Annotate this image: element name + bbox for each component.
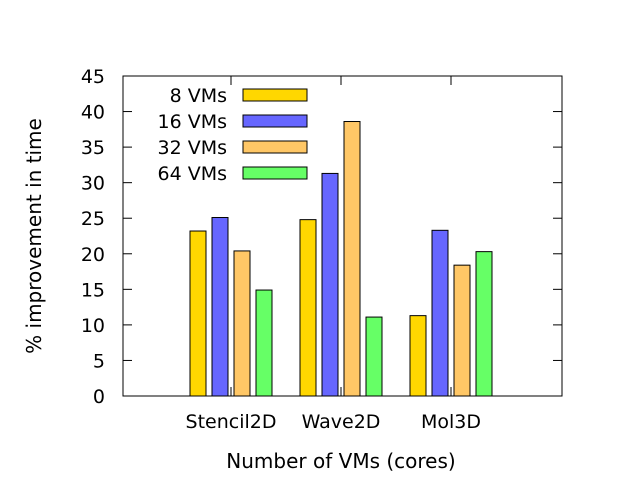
legend-label-32-vms: 32 VMs xyxy=(157,137,227,159)
bar-mol3d-16-vms xyxy=(431,229,449,397)
y-tick-label: 35 xyxy=(81,137,105,159)
legend-label-8-vms: 8 VMs xyxy=(170,85,227,107)
bar-stencil2d-16-vms xyxy=(211,217,229,397)
bar-wave2d-16-vms xyxy=(321,172,339,397)
y-tick-label: 25 xyxy=(81,208,105,230)
bar-wave2d-8-vms xyxy=(299,219,317,397)
legend-swatch-64-vms xyxy=(242,166,308,180)
legend-label-64-vms: 64 VMs xyxy=(157,163,227,185)
x-tick-label: Wave2D xyxy=(302,411,381,433)
bar-stencil2d-8-vms xyxy=(189,230,207,397)
legend-label-16-vms: 16 VMs xyxy=(157,111,227,133)
bar-stencil2d-32-vms xyxy=(233,250,251,397)
y-tick-label: 30 xyxy=(81,173,105,195)
y-tick-label: 20 xyxy=(81,244,105,266)
legend-swatch-8-vms xyxy=(242,88,308,102)
bar-mol3d-8-vms xyxy=(409,315,427,397)
plot-frame xyxy=(122,75,563,397)
bar-mol3d-32-vms xyxy=(453,264,471,397)
bar-wave2d-32-vms xyxy=(343,121,361,397)
y-tick-label: 0 xyxy=(93,386,105,408)
y-tick-label: 5 xyxy=(93,350,105,372)
bar-wave2d-64-vms xyxy=(365,316,383,397)
y-tick-label: 40 xyxy=(81,102,105,124)
y-tick-label: 15 xyxy=(81,279,105,301)
y-tick-label: 10 xyxy=(81,315,105,337)
bar-mol3d-64-vms xyxy=(475,251,493,397)
x-axis-label: Number of VMs (cores) xyxy=(226,449,455,473)
x-tick-label: Mol3D xyxy=(421,411,481,433)
x-tick-label: Stencil2D xyxy=(186,411,277,433)
legend-swatch-16-vms xyxy=(242,114,308,128)
bar-stencil2d-64-vms xyxy=(255,289,273,397)
y-axis-label: % improvement in time xyxy=(22,118,46,354)
legend: 8 VMs 16 VMs 32 VMs 64 VMs xyxy=(157,85,308,185)
y-tick-label: 45 xyxy=(81,66,105,88)
x-axis-ticks: Stencil2D Wave2D Mol3D xyxy=(186,76,481,433)
y-axis-ticks: 0 5 10 15 20 25 30 35 40 45 xyxy=(81,66,562,408)
legend-swatch-32-vms xyxy=(242,140,308,154)
bars xyxy=(189,121,493,397)
